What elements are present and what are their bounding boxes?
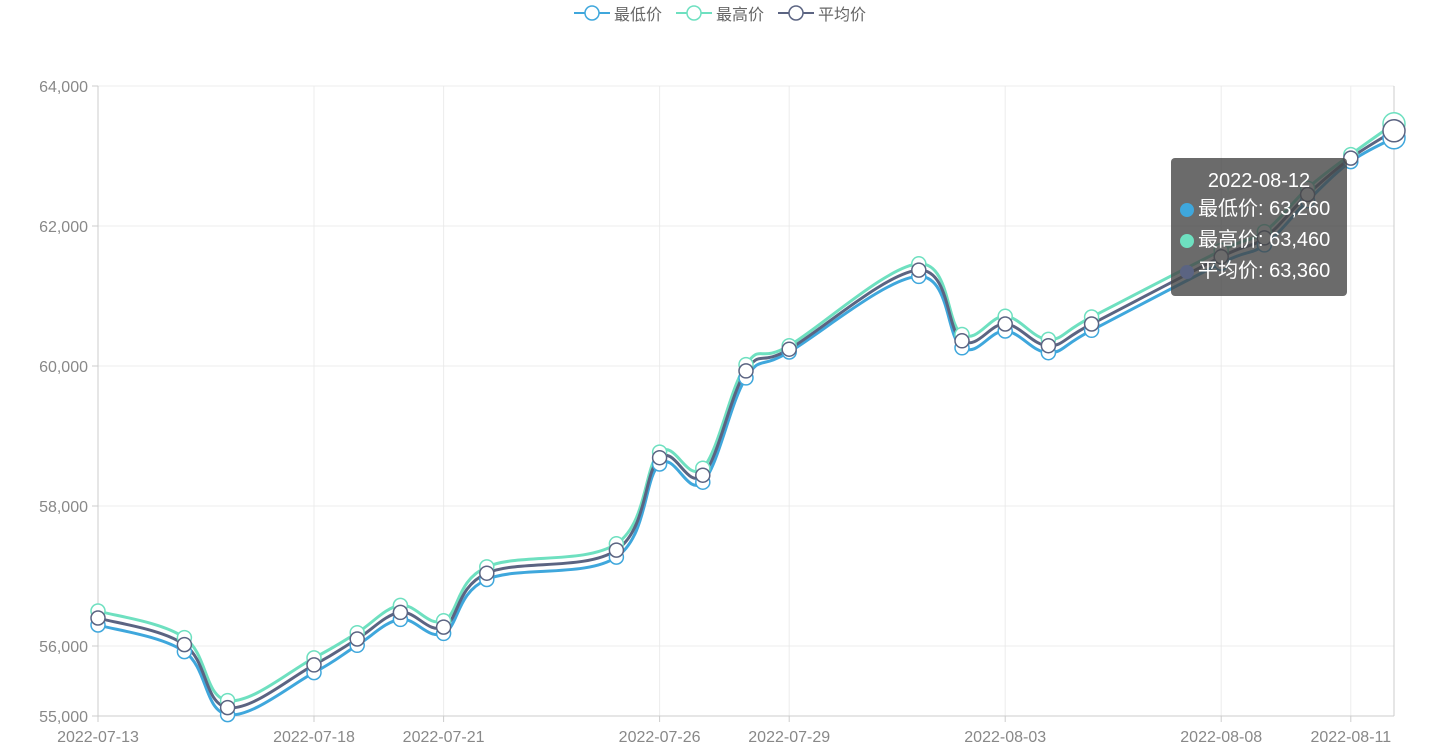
legend-item-max[interactable]: 最高价 [675,1,764,25]
data-point[interactable] [392,604,409,621]
x-tick-label: 2022-08-11 [1310,729,1391,746]
tooltip: 2022-08-12 最低价: 63,260 最高价: 63,460 平均价: … [1171,158,1347,296]
data-point[interactable] [911,262,927,278]
data-point[interactable] [90,610,106,626]
x-tick-label: 2022-08-08 [1180,729,1262,746]
legend-line-circle-icon [778,5,814,21]
data-point[interactable] [997,316,1013,332]
data-point[interactable] [781,341,797,357]
legend: 最低价 最高价 平均价 [0,0,1440,26]
data-point[interactable] [954,333,970,349]
data-point[interactable] [1083,316,1100,332]
legend-item-avg[interactable]: 平均价 [778,1,866,25]
tooltip-row-min: 最低价: 63,260 [1179,194,1339,225]
y-tick-label: 56,000 [39,639,88,656]
data-point[interactable] [306,657,322,673]
legend-label-avg: 平均价 [818,7,867,24]
legend-label-max: 最高价 [715,7,764,24]
data-point[interactable] [695,467,711,483]
y-tick-label: 64,000 [39,79,88,96]
x-tick-label: 2022-07-21 [403,729,485,746]
tooltip-row-max: 最高价: 63,460 [1179,225,1339,256]
tooltip-row-label: 最高价: 63,460 [1198,229,1331,251]
y-tick-label: 55,000 [39,709,88,726]
series-dot-icon [1180,264,1194,279]
grid-layer [97,85,1394,717]
axis-layer: 55,000 56,000 58,000 60,000 62,000 64,000 2022… [39,79,1395,746]
series-dot-icon [1180,202,1194,217]
data-point[interactable] [608,542,625,558]
data-point[interactable] [435,619,452,635]
x-tick-label: 2022-07-26 [619,729,701,746]
data-point[interactable] [651,449,668,466]
y-tick-label: 60,000 [39,359,88,376]
legend-label-min: 最低价 [613,7,662,24]
x-tick-label: 2022-07-13 [57,729,139,746]
y-tick-label: 58,000 [39,499,88,516]
series-dot-icon [1180,233,1194,248]
x-tick-label: 2022-08-03 [964,729,1046,746]
legend-line-circle-icon [675,5,712,21]
data-point[interactable] [738,363,754,379]
data-point[interactable] [176,636,193,653]
y-tick-label: 62,000 [39,219,88,236]
tooltip-row-label: 平均价: 63,360 [1198,260,1331,282]
data-point[interactable] [219,699,236,716]
x-tick-label: 2022-07-18 [273,729,355,746]
data-point[interactable] [349,631,365,647]
x-tick-label: 2022-07-29 [748,729,830,746]
tooltip-row-avg: 平均价: 63,360 [1179,256,1339,287]
data-point[interactable] [479,565,495,581]
legend-item-min[interactable]: 最低价 [573,1,662,25]
tooltip-title: 2022-08-12 [1207,170,1311,192]
data-point[interactable] [1382,119,1406,143]
tooltip-row-label: 最低价: 63,260 [1198,198,1331,220]
legend-line-circle-icon [573,5,610,21]
data-point[interactable] [1040,337,1057,354]
